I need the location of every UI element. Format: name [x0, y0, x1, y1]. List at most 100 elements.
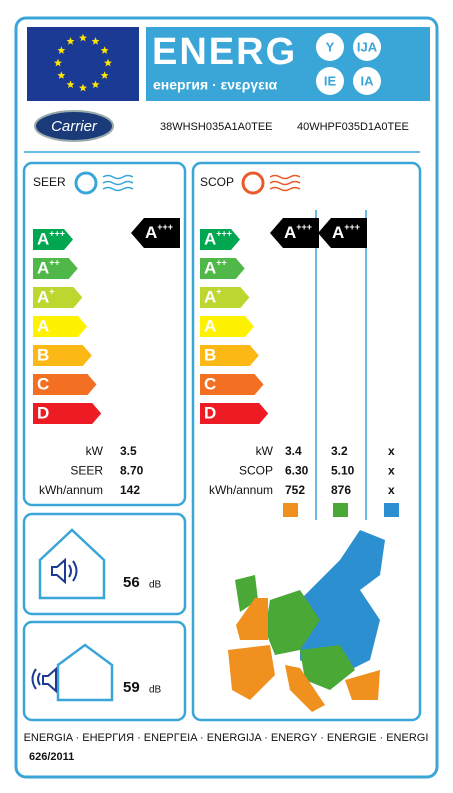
class-label: A+++ — [332, 222, 360, 242]
class-sup: + — [216, 287, 221, 297]
language-circle — [353, 33, 381, 61]
class-letter: C — [37, 375, 49, 394]
class-arrow — [33, 229, 73, 250]
class-label: A++ — [204, 258, 227, 278]
class-label: A+++ — [145, 222, 173, 242]
noise-panel-outdoor — [22, 620, 187, 722]
class-letter: D — [204, 404, 216, 423]
class-letter: A — [204, 317, 216, 336]
class-arrow — [33, 374, 97, 395]
class-label: C — [204, 375, 216, 394]
noise-unit: dB — [149, 685, 162, 696]
language-code: IA — [361, 73, 375, 88]
class-arrow — [200, 403, 269, 424]
class-letter: A — [37, 230, 49, 249]
class-label: A++ — [37, 258, 60, 278]
row-value: 142 — [120, 483, 140, 497]
model-name: 38WHSH035A1A0TEE — [160, 121, 273, 133]
regulation: 626/2011 — [29, 751, 74, 763]
zone-colder — [384, 503, 399, 517]
house-icon — [38, 528, 106, 600]
rating-badge — [318, 218, 367, 248]
class-sup: + — [49, 287, 54, 297]
heating-waves — [269, 174, 301, 192]
language-badges: Y IJA IE IA — [316, 33, 381, 95]
house-icon — [56, 643, 114, 702]
class-letter: A — [37, 288, 49, 307]
language-code: IJA — [357, 39, 378, 54]
class-arrow — [200, 374, 264, 395]
row-value: x — [388, 444, 395, 458]
class-label: D — [37, 404, 49, 423]
class-sup: +++ — [344, 222, 360, 232]
star — [57, 71, 66, 79]
language-circle — [316, 33, 344, 61]
class-sup: ++ — [49, 258, 60, 268]
class-letter: A — [204, 230, 216, 249]
class-arrow — [200, 258, 245, 279]
class-letter: A — [37, 259, 49, 278]
class-arrow — [200, 316, 255, 337]
class-sup: ++ — [216, 258, 227, 268]
class-sup: +++ — [157, 222, 173, 232]
noise-value: 56 — [123, 574, 140, 591]
banner-title: ENERG — [152, 31, 297, 73]
class-sup: +++ — [49, 229, 65, 239]
class-letter: A — [145, 223, 157, 242]
class-label: D — [204, 404, 216, 423]
brand-logo — [34, 110, 114, 142]
class-arrow — [200, 345, 259, 366]
banner-subtitle: енергия · ενεργεια — [153, 77, 278, 93]
row-label: kW — [256, 444, 274, 458]
class-arrow — [33, 345, 92, 366]
class-label: A — [37, 317, 49, 336]
class-letter: A — [37, 317, 49, 336]
class-letter: A — [284, 223, 296, 242]
cooling-waves — [102, 174, 134, 192]
row-label: kW — [86, 444, 104, 458]
zone-average — [333, 503, 348, 517]
row-value: 8.70 — [120, 464, 144, 478]
footer-languages: ENERGIA · ЕНЕРГИЯ · ΕΝΕΡΓΕΙΑ · ENERGIJA … — [24, 732, 429, 744]
star — [91, 37, 100, 45]
rating-badge — [270, 218, 319, 248]
class-label: A+++ — [37, 229, 65, 249]
cooling-panel — [22, 161, 187, 507]
star — [54, 58, 62, 67]
energy-banner — [146, 27, 430, 101]
row-value: 3.2 — [331, 444, 348, 458]
class-letter: A — [332, 223, 344, 242]
rating-badge — [131, 218, 180, 248]
row-label: kWh/annum — [209, 483, 273, 497]
class-arrow — [33, 287, 83, 308]
class-arrow — [33, 258, 78, 279]
star — [66, 37, 75, 45]
class-arrow — [33, 403, 102, 424]
noise-panel-indoor — [22, 512, 187, 616]
class-label: A+++ — [204, 229, 232, 249]
class-letter: D — [37, 404, 49, 423]
class-label: A — [204, 317, 216, 336]
class-sup: +++ — [296, 222, 312, 232]
class-letter: C — [204, 375, 216, 394]
language-circle — [316, 67, 344, 95]
speaker-icon — [31, 666, 57, 694]
row-value: 752 — [285, 483, 305, 497]
class-letter: B — [37, 346, 49, 365]
star — [57, 46, 66, 54]
brand-name: Carrier — [51, 118, 98, 135]
row-value: 6.30 — [285, 464, 309, 478]
star — [100, 46, 109, 54]
star — [100, 71, 109, 79]
class-letter: B — [204, 346, 216, 365]
class-label: A+ — [37, 287, 55, 307]
noise-value: 59 — [123, 679, 140, 696]
heating-panel — [191, 161, 422, 722]
heating-label: SCOP — [200, 175, 234, 189]
class-label: B — [204, 346, 216, 365]
star — [104, 58, 112, 67]
europe-map — [228, 530, 385, 712]
zone-warmer — [283, 503, 298, 517]
row-value: x — [388, 464, 395, 478]
